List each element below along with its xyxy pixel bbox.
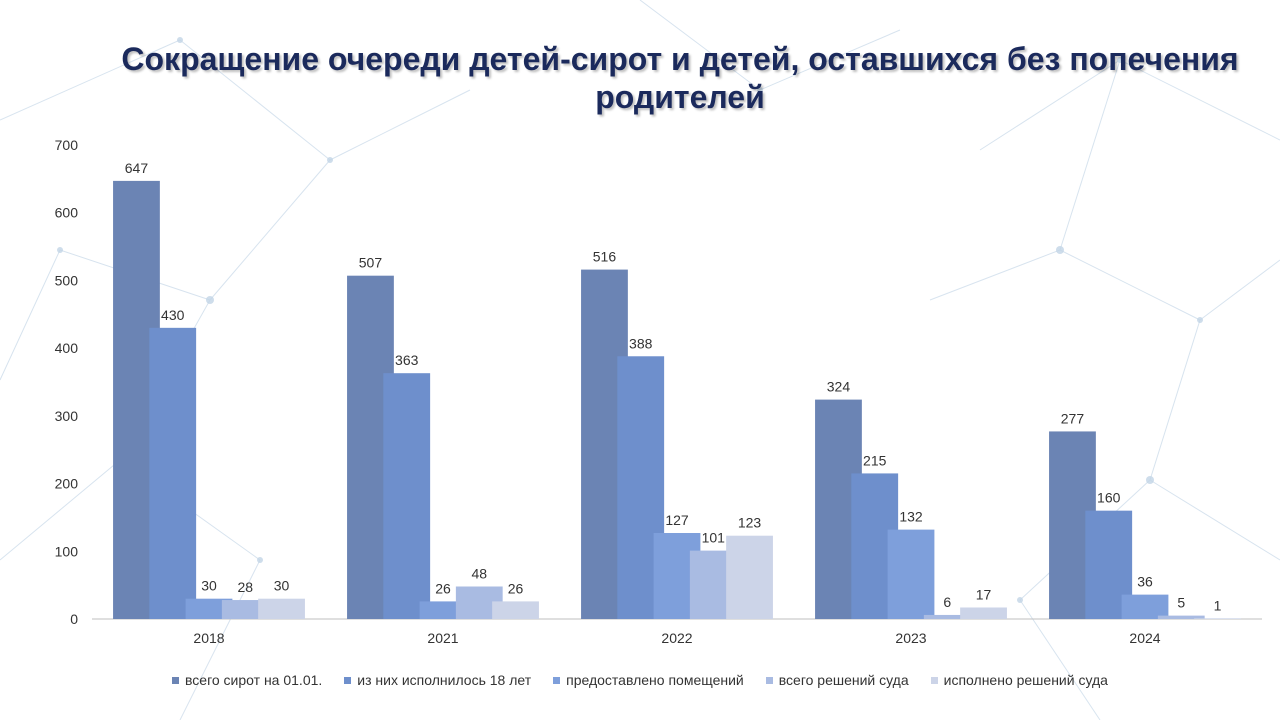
y-tick-label: 300 bbox=[55, 408, 79, 424]
data-label: 516 bbox=[593, 249, 617, 265]
bar bbox=[1121, 594, 1169, 619]
legend-item: предоставлено помещений bbox=[553, 672, 744, 688]
legend-label: из них исполнилось 18 лет bbox=[357, 672, 532, 688]
legend-swatch bbox=[765, 676, 773, 684]
legend-item: всего сирот на 01.01. bbox=[172, 672, 322, 688]
data-label: 101 bbox=[702, 530, 726, 546]
y-axis: 0 100 200 300 400 500 600 700 bbox=[55, 137, 79, 627]
y-tick-label: 400 bbox=[55, 340, 79, 356]
y-tick-label: 700 bbox=[55, 137, 79, 153]
bar bbox=[185, 598, 233, 619]
bar bbox=[1157, 615, 1205, 619]
data-label: 277 bbox=[1061, 410, 1085, 426]
chart-legend: всего сирот на 01.01. из них исполнилось … bbox=[0, 668, 1280, 692]
legend-swatch bbox=[344, 676, 352, 684]
legend-item: исполнено решений суда bbox=[930, 672, 1108, 688]
bar bbox=[258, 598, 305, 619]
data-label: 215 bbox=[863, 452, 887, 468]
legend-label: всего сирот на 01.01. bbox=[185, 672, 323, 688]
data-label: 507 bbox=[359, 255, 383, 271]
legend-swatch bbox=[172, 676, 180, 684]
data-label: 132 bbox=[899, 509, 923, 525]
data-label: 5 bbox=[1177, 595, 1185, 611]
bar bbox=[726, 535, 773, 619]
data-label: 28 bbox=[237, 579, 253, 595]
y-tick-label: 200 bbox=[55, 476, 79, 492]
page-title: Сокращение очереди детей-сирот и детей, … bbox=[121, 41, 1239, 115]
data-label: 647 bbox=[125, 160, 149, 176]
bars bbox=[113, 180, 1241, 620]
data-label: 388 bbox=[629, 335, 653, 351]
data-label: 6 bbox=[943, 594, 951, 610]
bar bbox=[383, 373, 431, 619]
data-label: 123 bbox=[738, 515, 762, 531]
bar bbox=[923, 614, 971, 619]
legend-label: предоставлено помещений bbox=[566, 672, 744, 688]
bar bbox=[149, 327, 197, 619]
x-axis: 2018 2021 2022 2023 2024 bbox=[193, 630, 1160, 646]
data-label: 160 bbox=[1097, 490, 1121, 506]
data-label: 363 bbox=[395, 352, 419, 368]
x-tick-label: 2018 bbox=[193, 630, 224, 646]
x-tick-label: 2023 bbox=[895, 630, 926, 646]
bar bbox=[492, 601, 539, 619]
y-tick-label: 100 bbox=[55, 543, 79, 559]
data-label: 324 bbox=[827, 379, 851, 395]
bar bbox=[960, 607, 1007, 619]
legend-label: всего решений суда bbox=[778, 672, 909, 688]
legend-item: всего решений суда bbox=[765, 672, 909, 688]
data-label: 127 bbox=[665, 512, 689, 528]
y-tick-label: 500 bbox=[55, 272, 79, 288]
x-tick-label: 2022 bbox=[661, 630, 692, 646]
bar bbox=[1194, 618, 1241, 619]
legend-swatch bbox=[930, 676, 938, 684]
data-label: 1 bbox=[1214, 597, 1222, 613]
data-label: 48 bbox=[471, 565, 487, 581]
legend-swatch bbox=[553, 676, 561, 684]
legend-label: исполнено решений суда bbox=[943, 672, 1108, 688]
data-label: 30 bbox=[201, 578, 217, 594]
x-tick-label: 2021 bbox=[427, 630, 458, 646]
x-tick-label: 2024 bbox=[1129, 630, 1160, 646]
data-label: 430 bbox=[161, 307, 185, 323]
data-label: 30 bbox=[274, 578, 290, 594]
data-label: 17 bbox=[976, 586, 992, 602]
bar bbox=[221, 600, 269, 619]
y-tick-label: 600 bbox=[55, 205, 79, 221]
data-label: 26 bbox=[435, 580, 451, 596]
legend-item: из них исполнилось 18 лет bbox=[344, 672, 531, 688]
data-label: 36 bbox=[1137, 574, 1153, 590]
y-tick-label: 0 bbox=[70, 611, 78, 627]
bar bbox=[419, 601, 467, 619]
bar bbox=[887, 529, 935, 619]
data-label: 26 bbox=[508, 580, 524, 596]
